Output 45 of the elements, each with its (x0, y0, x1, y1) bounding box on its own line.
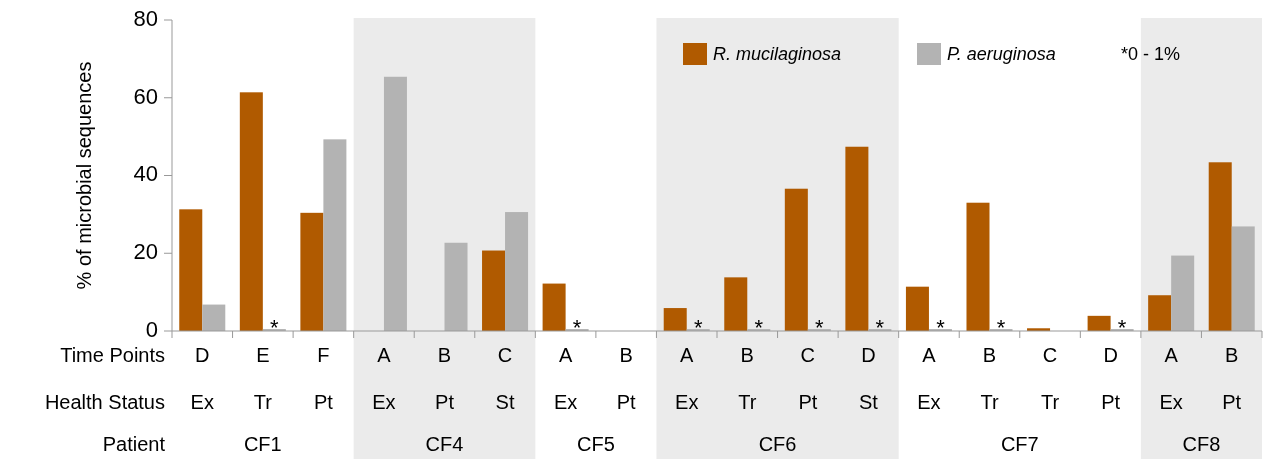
category-label: C Pt (798, 344, 818, 414)
category-label: E Tr (253, 344, 272, 414)
category-label: F Pt (313, 344, 333, 414)
category-label: C Tr (1040, 344, 1060, 414)
text: CF6 (758, 433, 797, 456)
category-label: A Ex (675, 344, 699, 414)
category-label: A Ex (917, 344, 941, 414)
category-label: A Ex (553, 344, 578, 414)
category-label: D Ex (190, 344, 214, 414)
data-label: * (936, 315, 946, 341)
category-label: B Pt (1222, 344, 1242, 414)
text: Health Status (44, 391, 165, 414)
text: CF7 (1000, 433, 1039, 456)
annotation: *0 - 1% (1121, 43, 1181, 64)
text: CF1 (243, 433, 282, 456)
category-label: B Pt (616, 344, 636, 414)
category-label: B Pt (435, 344, 454, 414)
category-label: B Tr (738, 344, 757, 414)
data-label: * (270, 315, 280, 341)
category-label: B Tr (980, 344, 999, 414)
data-label: * (996, 315, 1006, 341)
data-label: * (875, 315, 885, 341)
text: CF8 (1182, 433, 1221, 456)
y-axis-title: % of microbial sequences (73, 61, 96, 290)
y-tick-label: 60 (133, 83, 158, 109)
category-label: D St (858, 344, 878, 414)
text: CF4 (425, 433, 464, 456)
text: Patient (102, 433, 166, 456)
category-label: A Ex (1159, 344, 1183, 414)
data-label: * (1117, 315, 1127, 341)
data-label: * (693, 315, 703, 341)
y-tick-label: 20 (133, 239, 158, 265)
text: CF5 (576, 433, 615, 456)
y-tick-label: 80 (133, 5, 158, 31)
category-label: C St (495, 344, 515, 414)
y-tick-label: 0 (145, 316, 158, 342)
data-label: * (815, 315, 825, 341)
legend-label: P. aeruginosa (947, 43, 1056, 64)
text: Time Points (60, 344, 165, 367)
category-label: A Ex (372, 344, 396, 414)
category-label: D Pt (1101, 344, 1121, 414)
y-tick-label: 40 (133, 161, 158, 187)
data-label: * (754, 315, 764, 341)
legend-label: R. mucilaginosa (713, 43, 842, 64)
data-label: * (572, 315, 582, 341)
